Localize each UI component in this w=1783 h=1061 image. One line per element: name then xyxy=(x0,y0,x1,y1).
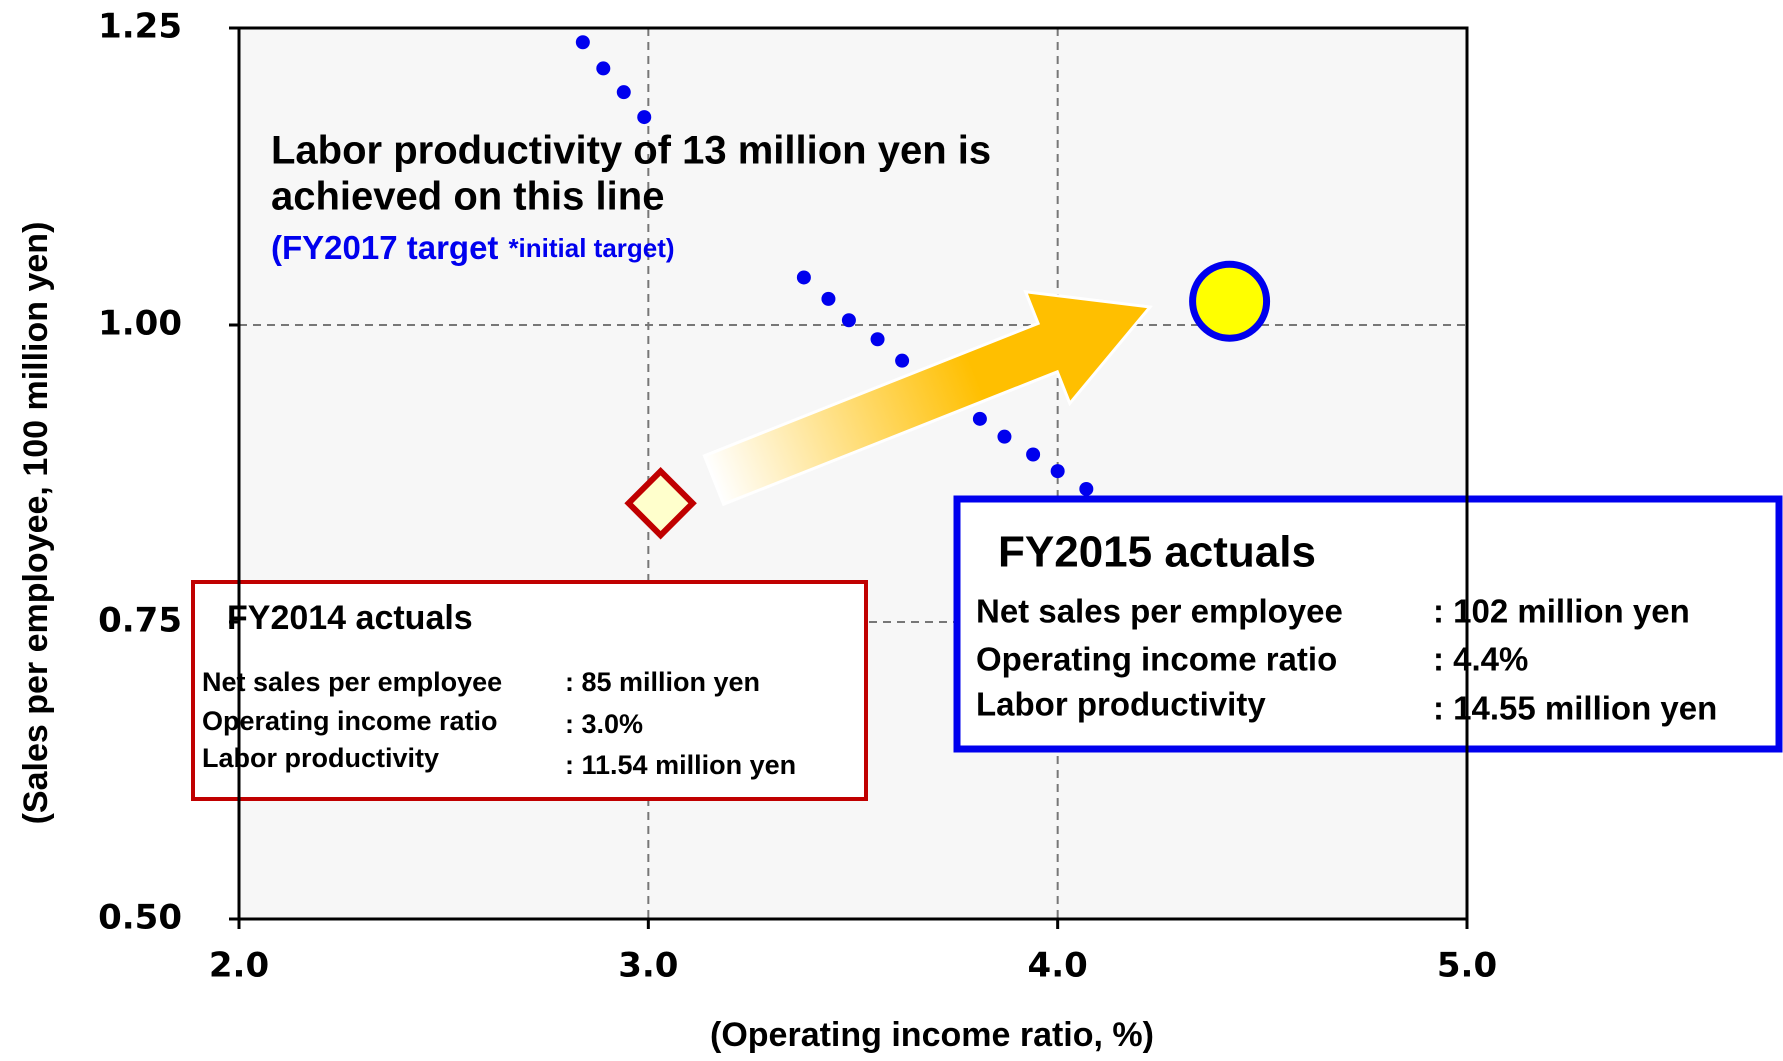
point xyxy=(841,313,856,328)
x-tick-label: 5.0 xyxy=(1437,946,1497,986)
point xyxy=(575,35,590,50)
point xyxy=(624,466,697,540)
x-tick-label: 4.0 xyxy=(1028,946,1088,986)
annotation: (FY2017 target *initial target) xyxy=(271,229,675,266)
point xyxy=(796,270,811,285)
panel-value: : 14.55 million yen xyxy=(1433,690,1717,727)
plot-frame xyxy=(237,26,1469,921)
point xyxy=(616,85,631,100)
panel-value: : 3.0% xyxy=(565,709,643,739)
panel-label: Operating income ratio xyxy=(202,706,498,736)
point xyxy=(997,429,1012,444)
point xyxy=(821,291,836,306)
x-tick-label: 3.0 xyxy=(618,946,678,986)
panel-title: FY2014 actuals xyxy=(227,599,473,637)
panel-value: : 4.4% xyxy=(1433,641,1528,678)
point xyxy=(637,110,652,125)
point xyxy=(1189,260,1271,342)
panel-value: : 102 million yen xyxy=(1433,593,1690,630)
annotation: Labor productivity of 13 million yen is xyxy=(271,129,991,173)
point xyxy=(1026,447,1041,462)
panel-label: Labor productivity xyxy=(202,743,439,773)
panel-value: : 11.54 million yen xyxy=(565,750,796,780)
annotation-note: *initial target) xyxy=(508,233,674,263)
panel xyxy=(191,580,868,801)
y-tick-label: 0.75 xyxy=(98,601,182,641)
point xyxy=(972,411,987,426)
x-axis-label: (Operating income ratio, %) xyxy=(710,1016,1154,1054)
x-tick-label: 2.0 xyxy=(209,946,269,986)
point xyxy=(596,61,611,76)
point xyxy=(870,332,885,347)
point xyxy=(1050,464,1065,479)
point xyxy=(1079,481,1094,496)
y-axis-label: (Sales per employee, 100 million yen) xyxy=(17,222,55,825)
panel-label: Net sales per employee xyxy=(976,593,1343,630)
panel-label: Labor productivity xyxy=(976,686,1266,723)
panel-title: FY2015 actuals xyxy=(998,528,1316,577)
y-tick-label: 1.00 xyxy=(98,304,182,344)
panel-label: Net sales per employee xyxy=(202,667,502,697)
y-tick-label: 0.50 xyxy=(98,898,182,938)
panel xyxy=(953,495,1783,753)
arrow xyxy=(702,290,1153,507)
point xyxy=(895,353,910,368)
panel-label: Operating income ratio xyxy=(976,641,1337,678)
annotation: achieved on this line xyxy=(271,175,664,219)
panel-value: : 85 million yen xyxy=(565,667,760,697)
y-tick-label: 1.25 xyxy=(98,7,182,47)
annotation-target: (FY2017 target xyxy=(271,229,498,266)
